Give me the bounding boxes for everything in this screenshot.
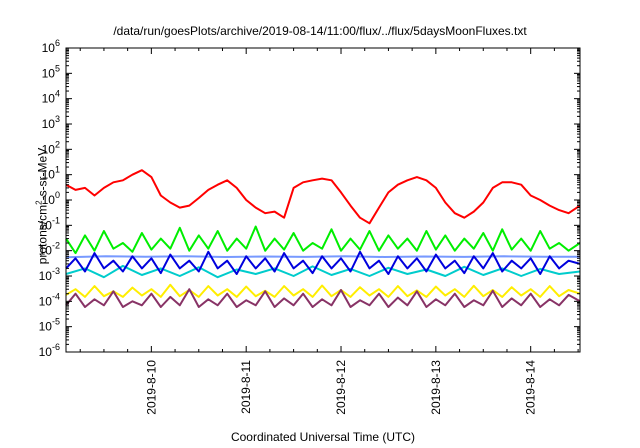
- y-tick-label: 10-5: [39, 317, 60, 334]
- series-line-7: [65, 288, 581, 308]
- y-tick-label: 10-3: [39, 266, 60, 283]
- series-line-4: [65, 255, 580, 259]
- series-line-5: [65, 250, 581, 275]
- series-line-1: [65, 169, 581, 225]
- x-tick-label: 2019-8-14: [524, 360, 538, 415]
- y-tick-label: 102: [42, 139, 60, 156]
- y-axis-title-superscript: 2: [34, 200, 44, 205]
- y-axis-title: protons/cm2-s-sr-MeV: [35, 148, 50, 264]
- series-line-2: [65, 225, 581, 255]
- y-axis-title-part-1: protons/cm: [35, 204, 50, 265]
- axis-layer: 10-6 10-5 10-4 10-3 10-2 10-1 100 101 102 103 104 1…: [39, 38, 581, 415]
- y-tick-label: 103: [42, 114, 60, 131]
- y-tick-label: 10-6: [39, 342, 60, 359]
- series-line-3: [65, 264, 581, 279]
- y-tick-label: 105: [42, 63, 60, 80]
- y-tick-label: 100: [42, 190, 60, 207]
- y-tick-label: 10-4: [39, 291, 60, 308]
- y-tick-label: 101: [42, 165, 60, 182]
- y-axis-title-part-2: -s-sr-MeV: [35, 147, 50, 201]
- y-tick-label: 106: [42, 38, 60, 55]
- x-tick-label: 2019-8-13: [429, 360, 443, 415]
- series-line-6: [65, 283, 581, 298]
- series-layer: [65, 169, 581, 308]
- y-tick-label: 10-2: [39, 241, 60, 258]
- y-tick-label: 104: [42, 89, 60, 106]
- x-axis-title: Coordinated Universal Time (UTC): [230, 430, 416, 444]
- x-tick-label: 2019-8-11: [239, 360, 253, 414]
- y-tick-label: 10-1: [39, 215, 60, 232]
- x-tick-label: 2019-8-10: [144, 360, 158, 415]
- chart-title: /data/run/goesPlots/archive/2019-08-14/1…: [113, 24, 527, 38]
- x-tick-label: 2019-8-12: [334, 360, 348, 415]
